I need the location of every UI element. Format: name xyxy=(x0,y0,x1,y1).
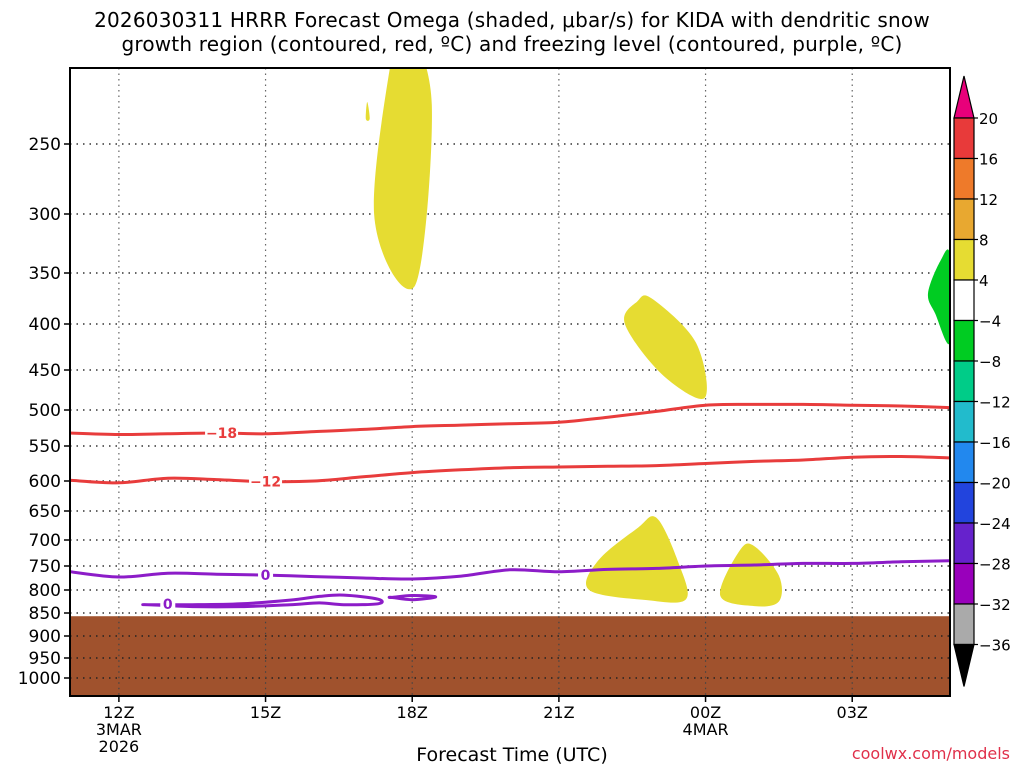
contour-line-1 xyxy=(70,454,950,485)
y-tick-label-300: 300 xyxy=(29,205,61,225)
colorbar: 20 16 12 8 4 −4 −8 −12 −16 −20 −24 −28 −32 −36 xyxy=(953,75,1011,687)
y-tick-label-600: 600 xyxy=(29,472,61,492)
y-tick-label-1000: 1000 xyxy=(18,669,61,689)
omega-area-3 xyxy=(719,543,782,607)
colorbar-block-12 xyxy=(953,562,975,605)
colorbar-block-13 xyxy=(953,603,975,646)
colorbar-label-10: −24 xyxy=(979,515,1011,533)
colorbar-label-9: −20 xyxy=(979,475,1011,493)
x-tick-label-18Z: 18Z xyxy=(397,703,428,722)
colorbar-label-0: 20 xyxy=(979,110,998,128)
x-tick-sublabel-00Z: 4MAR xyxy=(683,720,729,739)
x-axis-title: Forecast Time (UTC) xyxy=(416,744,608,766)
colorbar-top-arrow xyxy=(953,75,975,119)
colorbar-label-6: −8 xyxy=(979,353,1001,371)
y-tick-label-650: 650 xyxy=(29,502,61,522)
colorbar-label-12: −32 xyxy=(979,596,1011,614)
contour-line-2 xyxy=(70,559,950,581)
x-tick-label-15Z: 15Z xyxy=(250,703,281,722)
x-tick-label-21Z: 21Z xyxy=(543,703,574,722)
y-tick-label-450: 450 xyxy=(29,361,61,381)
omega-area-4 xyxy=(365,102,370,121)
colorbar-block-6 xyxy=(953,319,975,362)
contour-label-2: 0 xyxy=(261,568,271,584)
colorbar-block-4 xyxy=(953,238,975,281)
colorbar-block-2 xyxy=(953,157,975,200)
colorbar-block-5 xyxy=(953,279,975,322)
colorbar-block-7 xyxy=(953,360,975,403)
ground-layer xyxy=(70,616,950,696)
contour-layer: −18 −12 0 0 xyxy=(70,402,950,613)
omega-area-2 xyxy=(586,516,688,603)
y-tick-label-750: 750 xyxy=(29,557,61,577)
x-tick-year-12Z: 2026 xyxy=(99,737,140,756)
contour-label-bg-2 xyxy=(258,567,274,584)
omega-area-5 xyxy=(927,249,950,345)
y-tick-label-500: 500 xyxy=(29,401,61,421)
omega-area-0 xyxy=(373,68,432,290)
omega-area-1 xyxy=(624,295,707,399)
contour-line-4 xyxy=(387,593,438,602)
colorbar-block-10 xyxy=(953,481,975,524)
plot-background xyxy=(70,68,950,696)
colorbar-label-5: −4 xyxy=(979,313,1001,331)
y-tick-label-900: 900 xyxy=(29,627,61,647)
grid-layer xyxy=(70,68,950,696)
y-tick-label-950: 950 xyxy=(29,649,61,669)
chart-title-line-2: growth region (contoured, red, ºC) and f… xyxy=(121,32,903,56)
y-tick-label-550: 550 xyxy=(29,437,61,457)
colorbar-block-8 xyxy=(953,400,975,443)
colorbar-block-3 xyxy=(953,198,975,241)
y-tick-label-700: 700 xyxy=(29,531,61,551)
terrain-fill xyxy=(70,616,950,696)
colorbar-block-1 xyxy=(953,117,975,160)
contour-label-0: −18 xyxy=(206,426,237,442)
x-tick-label-00Z: 00Z xyxy=(690,703,721,722)
x-tick-label-12Z: 12Z xyxy=(103,703,134,722)
contour-label-bg-3 xyxy=(160,595,176,612)
colorbar-label-8: −16 xyxy=(979,434,1011,452)
y-tick-label-350: 350 xyxy=(29,264,61,284)
y-tick-label-400: 400 xyxy=(29,315,61,335)
contour-line-3 xyxy=(141,593,384,609)
colorbar-bottom-arrow xyxy=(953,643,975,687)
credit-text: coolwx.com/models xyxy=(851,744,1010,763)
plot-frame xyxy=(69,67,951,697)
omega-shading-layer xyxy=(365,68,950,607)
contour-label-1: −12 xyxy=(250,475,281,491)
contour-label-bg-0 xyxy=(205,425,239,442)
colorbar-label-11: −28 xyxy=(979,556,1011,574)
x-tick-sublabel-12Z: 3MAR xyxy=(96,720,142,739)
colorbar-label-13: −36 xyxy=(979,637,1011,655)
y-axis: 250 300 350 400 450 500 550 600 650 700 750 800 850 9… xyxy=(18,135,70,689)
colorbar-label-3: 8 xyxy=(979,232,989,250)
colorbar-label-4: 4 xyxy=(979,272,989,290)
contour-label-bg-1 xyxy=(249,473,283,490)
y-tick-label-800: 800 xyxy=(29,581,61,601)
y-tick-label-850: 850 xyxy=(29,604,61,624)
colorbar-label-7: −12 xyxy=(979,394,1011,412)
colorbar-block-9 xyxy=(953,441,975,484)
contour-label-3: 0 xyxy=(163,597,173,613)
chart-title-line-1: 2026030311 HRRR Forecast Omega (shaded, … xyxy=(94,8,930,32)
colorbar-label-2: 12 xyxy=(979,191,998,209)
colorbar-block-11 xyxy=(953,522,975,565)
x-tick-label-03Z: 03Z xyxy=(837,703,868,722)
y-tick-label-250: 250 xyxy=(29,135,61,155)
colorbar-label-1: 16 xyxy=(979,151,998,169)
